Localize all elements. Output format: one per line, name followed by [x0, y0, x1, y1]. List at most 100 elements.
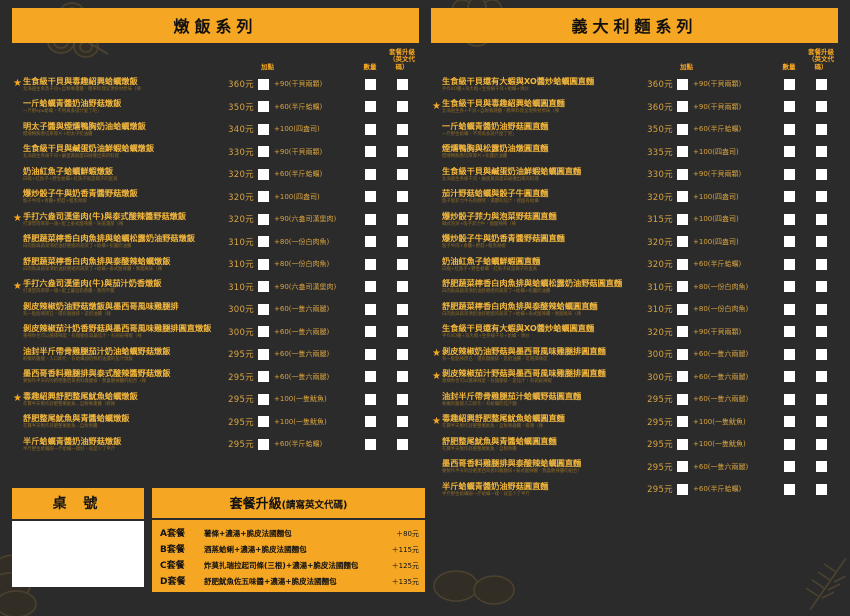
quantity-checkbox[interactable]	[783, 236, 795, 248]
addon-checkbox[interactable]	[258, 303, 269, 315]
quantity-checkbox[interactable]	[364, 78, 376, 90]
quantity-checkbox[interactable]	[364, 438, 376, 450]
addon-checkbox[interactable]	[677, 213, 688, 225]
addon-checkbox[interactable]	[258, 438, 269, 450]
quantity-checkbox[interactable]	[783, 191, 795, 203]
quantity-checkbox[interactable]	[364, 146, 376, 158]
upgrade-checkbox[interactable]	[815, 303, 827, 315]
quantity-checkbox[interactable]	[364, 236, 376, 248]
upgrade-checkbox[interactable]	[396, 326, 408, 338]
addon-checkbox[interactable]	[258, 146, 269, 158]
quantity-checkbox[interactable]	[783, 438, 795, 450]
addon-checkbox[interactable]	[677, 236, 688, 248]
upgrade-checkbox[interactable]	[815, 213, 827, 225]
addon-checkbox[interactable]	[258, 78, 269, 90]
quantity-checkbox[interactable]	[364, 101, 376, 113]
quantity-checkbox[interactable]	[783, 303, 795, 315]
addon-checkbox[interactable]	[677, 101, 688, 113]
upgrade-checkbox[interactable]	[815, 348, 827, 360]
set-upgrade-row[interactable]: C套餐 炸莫扎瑞拉起司條(三根)+濃湯+脆皮法國麵包 ＋125元	[160, 556, 419, 572]
upgrade-checkbox[interactable]	[815, 146, 827, 158]
addon-checkbox[interactable]	[677, 393, 688, 405]
addon-checkbox[interactable]	[677, 348, 688, 360]
addon-checkbox[interactable]	[258, 191, 269, 203]
addon-checkbox[interactable]	[258, 213, 269, 225]
addon-checkbox[interactable]	[677, 191, 688, 203]
quantity-checkbox[interactable]	[364, 191, 376, 203]
upgrade-checkbox[interactable]	[815, 371, 827, 383]
addon-checkbox[interactable]	[258, 168, 269, 180]
addon-checkbox[interactable]	[677, 168, 688, 180]
upgrade-checkbox[interactable]	[396, 168, 408, 180]
upgrade-checkbox[interactable]	[396, 371, 408, 383]
upgrade-checkbox[interactable]	[396, 191, 408, 203]
upgrade-checkbox[interactable]	[396, 438, 408, 450]
addon-checkbox[interactable]	[677, 371, 688, 383]
quantity-checkbox[interactable]	[364, 281, 376, 293]
quantity-checkbox[interactable]	[783, 123, 795, 135]
quantity-checkbox[interactable]	[783, 393, 795, 405]
addon-checkbox[interactable]	[258, 101, 269, 113]
quantity-checkbox[interactable]	[783, 213, 795, 225]
addon-checkbox[interactable]	[677, 416, 688, 428]
upgrade-checkbox[interactable]	[815, 78, 827, 90]
quantity-checkbox[interactable]	[364, 213, 376, 225]
upgrade-checkbox[interactable]	[815, 416, 827, 428]
quantity-checkbox[interactable]	[364, 303, 376, 315]
quantity-checkbox[interactable]	[783, 326, 795, 338]
set-upgrade-row[interactable]: B套餐 酒蒸蛤蜊+濃湯+脆皮法國麵包 ＋115元	[160, 540, 419, 556]
quantity-checkbox[interactable]	[783, 371, 795, 383]
table-number-input[interactable]	[12, 521, 144, 587]
upgrade-checkbox[interactable]	[815, 101, 827, 113]
quantity-checkbox[interactable]	[364, 326, 376, 338]
upgrade-checkbox[interactable]	[815, 326, 827, 338]
quantity-checkbox[interactable]	[783, 483, 795, 495]
upgrade-checkbox[interactable]	[396, 416, 408, 428]
addon-checkbox[interactable]	[677, 146, 688, 158]
quantity-checkbox[interactable]	[783, 101, 795, 113]
quantity-checkbox[interactable]	[364, 258, 376, 270]
addon-checkbox[interactable]	[258, 326, 269, 338]
upgrade-checkbox[interactable]	[396, 146, 408, 158]
set-upgrade-row[interactable]: D套餐 舒肥魷魚佐五味醬+濃湯+脆皮法國麵包 ＋135元	[160, 572, 419, 588]
quantity-checkbox[interactable]	[783, 146, 795, 158]
addon-checkbox[interactable]	[677, 123, 688, 135]
addon-checkbox[interactable]	[677, 281, 688, 293]
upgrade-checkbox[interactable]	[396, 348, 408, 360]
upgrade-checkbox[interactable]	[815, 191, 827, 203]
addon-checkbox[interactable]	[258, 123, 269, 135]
addon-checkbox[interactable]	[677, 438, 688, 450]
quantity-checkbox[interactable]	[783, 258, 795, 270]
quantity-checkbox[interactable]	[364, 168, 376, 180]
quantity-checkbox[interactable]	[783, 78, 795, 90]
addon-checkbox[interactable]	[677, 461, 688, 473]
upgrade-checkbox[interactable]	[396, 236, 408, 248]
upgrade-checkbox[interactable]	[815, 483, 827, 495]
upgrade-checkbox[interactable]	[815, 168, 827, 180]
quantity-checkbox[interactable]	[783, 461, 795, 473]
addon-checkbox[interactable]	[258, 348, 269, 360]
upgrade-checkbox[interactable]	[396, 123, 408, 135]
addon-checkbox[interactable]	[258, 281, 269, 293]
addon-checkbox[interactable]	[258, 371, 269, 383]
upgrade-checkbox[interactable]	[815, 461, 827, 473]
addon-checkbox[interactable]	[677, 78, 688, 90]
upgrade-checkbox[interactable]	[815, 281, 827, 293]
quantity-checkbox[interactable]	[783, 281, 795, 293]
upgrade-checkbox[interactable]	[396, 213, 408, 225]
addon-checkbox[interactable]	[677, 303, 688, 315]
quantity-checkbox[interactable]	[364, 393, 376, 405]
quantity-checkbox[interactable]	[364, 348, 376, 360]
upgrade-checkbox[interactable]	[396, 101, 408, 113]
quantity-checkbox[interactable]	[783, 348, 795, 360]
addon-checkbox[interactable]	[258, 258, 269, 270]
addon-checkbox[interactable]	[258, 236, 269, 248]
upgrade-checkbox[interactable]	[396, 303, 408, 315]
quantity-checkbox[interactable]	[364, 123, 376, 135]
addon-checkbox[interactable]	[258, 393, 269, 405]
upgrade-checkbox[interactable]	[815, 123, 827, 135]
addon-checkbox[interactable]	[677, 258, 688, 270]
addon-checkbox[interactable]	[258, 416, 269, 428]
upgrade-checkbox[interactable]	[815, 393, 827, 405]
upgrade-checkbox[interactable]	[396, 393, 408, 405]
